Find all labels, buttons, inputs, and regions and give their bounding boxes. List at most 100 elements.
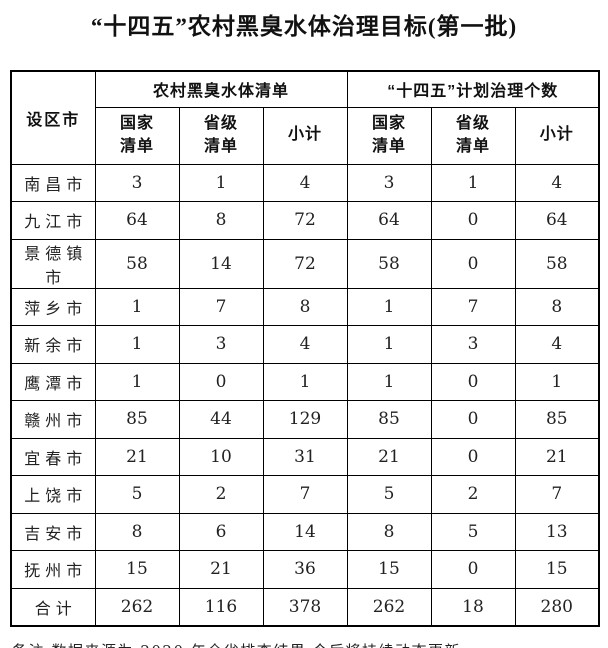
city-cell: 上饶市 — [10, 475, 96, 514]
value-cell: 280 — [514, 587, 600, 626]
value-cell: 4 — [514, 163, 600, 202]
value-cell: 31 — [262, 437, 348, 476]
subheader-cell-national-list: 国家清单 — [94, 106, 180, 165]
value-cell: 1 — [94, 325, 180, 364]
city-cell: 新余市 — [10, 325, 96, 364]
value-cell: 3 — [430, 325, 516, 364]
value-cell: 7 — [514, 475, 600, 514]
value-cell: 2 — [178, 475, 264, 514]
value-cell: 4 — [262, 163, 348, 202]
value-cell: 85 — [346, 400, 432, 439]
group-header-label-list: 农村黑臭水体清单 — [152, 83, 289, 101]
value-cell: 0 — [430, 400, 516, 439]
subheader-label: 小计 — [539, 126, 574, 144]
value-cell: 1 — [346, 362, 432, 401]
table-header: 设区市 农村黑臭水体清单 “十四五”计划治理个数 国家清单 省级清单 — [10, 70, 600, 165]
table-body: 南昌市 3 1 4 3 1 4 九江市 64 8 72 64 0 64 景德镇市 58 14 72 58 0 58 萍乡市… — [10, 163, 600, 626]
value-cell: 21 — [94, 437, 180, 476]
table-row: 新余市 1 3 4 1 3 4 — [10, 325, 600, 364]
value-cell: 8 — [94, 512, 180, 551]
value-cell: 8 — [178, 201, 264, 240]
subheader-label: 国家清单 — [371, 114, 406, 155]
group-header-label-plan: “十四五”计划治理个数 — [387, 83, 559, 101]
city-cell: 九江市 — [10, 201, 96, 240]
value-cell: 14 — [178, 238, 264, 289]
value-cell: 58 — [346, 238, 432, 289]
value-cell: 7 — [430, 287, 516, 326]
table-container: 设区市 农村黑臭水体清单 “十四五”计划治理个数 国家清单 省级清单 — [10, 70, 601, 627]
value-cell: 1 — [514, 362, 600, 401]
subheader-cell-national-plan: 国家清单 — [346, 106, 432, 165]
subheader-cell-provincial-list: 省级清单 — [178, 106, 264, 165]
sub-header-row: 国家清单 省级清单 小计 国家清单 省级清单 小计 — [11, 106, 600, 165]
value-cell: 18 — [430, 587, 516, 626]
subheader-cell-provincial-plan: 省级清单 — [430, 106, 516, 165]
value-cell: 15 — [514, 550, 600, 589]
subheader-cell-subtotal-plan: 小计 — [514, 106, 600, 165]
subheader-label: 小计 — [287, 126, 322, 144]
value-cell: 5 — [346, 475, 432, 514]
table-row: 景德镇市 58 14 72 58 0 58 — [10, 238, 600, 289]
value-cell: 7 — [262, 475, 348, 514]
value-cell: 1 — [178, 163, 264, 202]
value-cell: 0 — [430, 437, 516, 476]
corner-header-cell: 设区市 — [10, 70, 96, 165]
page-title: “十四五”农村黑臭水体治理目标(第一批) — [90, 14, 518, 39]
city-cell: 吉安市 — [10, 512, 96, 551]
value-cell: 14 — [262, 512, 348, 551]
value-cell: 21 — [178, 550, 264, 589]
value-cell: 129 — [262, 400, 348, 439]
subheader-label: 省级清单 — [203, 114, 238, 155]
city-cell: 宜春市 — [10, 437, 96, 476]
value-cell: 4 — [514, 325, 600, 364]
value-cell: 8 — [346, 512, 432, 551]
city-cell: 南昌市 — [10, 163, 96, 202]
value-cell: 116 — [178, 587, 264, 626]
value-cell: 262 — [346, 587, 432, 626]
value-cell: 15 — [94, 550, 180, 589]
value-cell: 1 — [346, 325, 432, 364]
value-cell: 0 — [430, 362, 516, 401]
city-cell: 景德镇市 — [10, 238, 96, 289]
value-cell: 13 — [514, 512, 600, 551]
targets-table: 设区市 农村黑臭水体清单 “十四五”计划治理个数 国家清单 省级清单 — [10, 70, 601, 627]
subheader-label: 省级清单 — [455, 114, 490, 155]
table-row: 合计 262 116 378 262 18 280 — [10, 587, 600, 626]
table-row: 萍乡市 1 7 8 1 7 8 — [10, 287, 600, 326]
value-cell: 2 — [430, 475, 516, 514]
value-cell: 21 — [514, 437, 600, 476]
value-cell: 4 — [262, 325, 348, 364]
group-header-cell-plan: “十四五”计划治理个数 — [346, 70, 600, 108]
value-cell: 1 — [94, 287, 180, 326]
value-cell: 58 — [94, 238, 180, 289]
subheader-label: 国家清单 — [119, 114, 154, 155]
value-cell: 1 — [346, 287, 432, 326]
value-cell: 0 — [178, 362, 264, 401]
value-cell: 72 — [262, 201, 348, 240]
value-cell: 3 — [94, 163, 180, 202]
city-cell: 合计 — [10, 587, 96, 626]
note-text: 备注:数据来源为 2020 年全省排查结果,今后将持续动态更新。 — [12, 640, 598, 648]
value-cell: 36 — [262, 550, 348, 589]
value-cell: 58 — [514, 238, 600, 289]
page: “十四五”农村黑臭水体治理目标(第一批) 设区市 农村黑臭水体清单 “十四五”计… — [0, 7, 608, 648]
value-cell: 64 — [346, 201, 432, 240]
value-cell: 3 — [346, 163, 432, 202]
value-cell: 1 — [430, 163, 516, 202]
value-cell: 1 — [262, 362, 348, 401]
value-cell: 15 — [346, 550, 432, 589]
corner-header-label: 设区市 — [26, 111, 81, 129]
value-cell: 72 — [262, 238, 348, 289]
table-row: 上饶市 5 2 7 5 2 7 — [10, 475, 600, 514]
value-cell: 378 — [262, 587, 348, 626]
value-cell: 0 — [430, 550, 516, 589]
table-row: 宜春市 21 10 31 21 0 21 — [10, 437, 600, 476]
value-cell: 8 — [514, 287, 600, 326]
value-cell: 8 — [262, 287, 348, 326]
value-cell: 3 — [178, 325, 264, 364]
value-cell: 0 — [430, 201, 516, 240]
value-cell: 6 — [178, 512, 264, 551]
group-header-cell-list: 农村黑臭水体清单 — [94, 70, 348, 108]
table-row: 抚州市 15 21 36 15 0 15 — [10, 550, 600, 589]
table-row: 鹰潭市 1 0 1 1 0 1 — [10, 362, 600, 401]
